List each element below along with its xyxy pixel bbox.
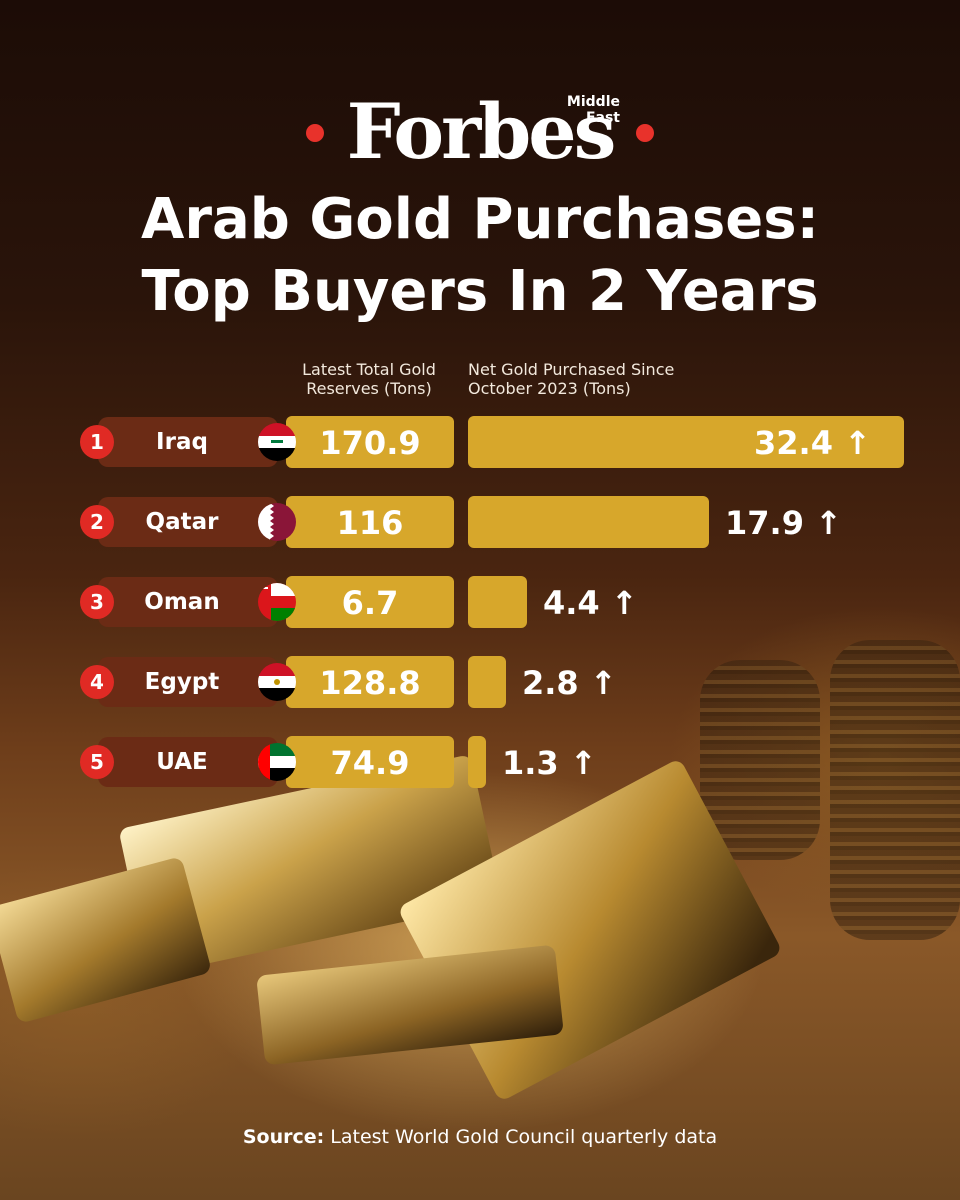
rank-badge: 5 (80, 745, 114, 779)
net-purchase-bar (468, 576, 527, 628)
country-name: Iraq (156, 429, 208, 455)
country-name: Oman (144, 589, 220, 615)
egypt-flag-icon (258, 663, 296, 701)
column-header-net-line-1: Net Gold Purchased Since (468, 360, 675, 379)
column-header-reserves-line-2: Reserves (Tons) (306, 379, 432, 398)
column-header-reserves: Latest Total Gold Reserves (Tons) (286, 360, 452, 398)
brand-edition: Middle East (566, 94, 620, 126)
red-dot-icon (306, 124, 324, 142)
brand-header: Forbes (0, 92, 960, 172)
qatar-flag-icon (258, 503, 296, 541)
gold-bar-decoration (0, 856, 213, 1024)
reserves-value-label: 116 (336, 504, 404, 542)
uae-flag-icon (258, 743, 296, 781)
reserves-bar (286, 576, 454, 628)
country-label-background (98, 417, 278, 467)
net-purchase-bar (468, 656, 506, 708)
reserves-bar (286, 656, 454, 708)
chart-row-qatar: 2 Qatar 116 17.9 ↑ (0, 496, 960, 548)
net-purchase-value-label: 32.4 ↑ (754, 424, 871, 462)
reserves-value-label: 128.8 (319, 664, 421, 702)
red-dot-icon (636, 124, 654, 142)
chart-row-uae: 5 UAE 74.9 1.3 ↑ (0, 736, 960, 788)
chart-title-line-2: Top Buyers In 2 Years (141, 259, 819, 324)
chart-row-iraq: 1 Iraq 170.9 32.4 ↑ (0, 416, 960, 468)
net-purchase-bar (468, 736, 486, 788)
net-purchase-value-label: 17.9 ↑ (725, 504, 842, 542)
iraq-flag-icon (258, 423, 296, 461)
country-name: Egypt (144, 669, 220, 695)
column-header-reserves-line-1: Latest Total Gold (302, 360, 436, 379)
coin-stack-decoration (700, 660, 820, 860)
column-header-net-line-2: October 2023 (Tons) (468, 379, 631, 398)
rank-badge: 3 (80, 585, 114, 619)
column-header-net: Net Gold Purchased Since October 2023 (T… (468, 360, 768, 398)
reserves-bar (286, 736, 454, 788)
reserves-value-label: 74.9 (330, 744, 410, 782)
reserves-value-label: 6.7 (341, 584, 399, 622)
net-purchase-bar (468, 496, 709, 548)
country-label-background (98, 737, 278, 787)
chart-row-egypt: 4 Egypt 128.8 2.8 ↑ (0, 656, 960, 708)
source-label: Source: (242, 1126, 325, 1148)
chart-title-line-1: Arab Gold Purchases: (141, 187, 819, 252)
country-label-background (98, 657, 278, 707)
country-label-background (98, 577, 278, 627)
net-purchase-value-label: 4.4 ↑ (543, 584, 638, 622)
rank-badge: 1 (80, 425, 114, 459)
reserves-bar (286, 416, 454, 468)
coin-stack-decoration (830, 640, 960, 940)
chart-row-oman: 3 Oman 6.7 4.4 ↑ (0, 576, 960, 628)
country-name: UAE (156, 749, 208, 775)
reserves-bar (286, 496, 454, 548)
forbes-logo: Forbes (346, 87, 617, 176)
source-text: Latest World Gold Council quarterly data (330, 1126, 718, 1148)
net-purchase-value-label: 1.3 ↑ (502, 744, 597, 782)
net-purchase-value-label: 2.8 ↑ (522, 664, 617, 702)
country-name: Qatar (145, 509, 219, 535)
rank-badge: 2 (80, 505, 114, 539)
rank-badge: 4 (80, 665, 114, 699)
reserves-value-label: 170.9 (319, 424, 421, 462)
country-label-background (98, 497, 278, 547)
net-purchase-bar (468, 416, 904, 468)
source-note: Source: Latest World Gold Council quarte… (0, 1126, 960, 1148)
